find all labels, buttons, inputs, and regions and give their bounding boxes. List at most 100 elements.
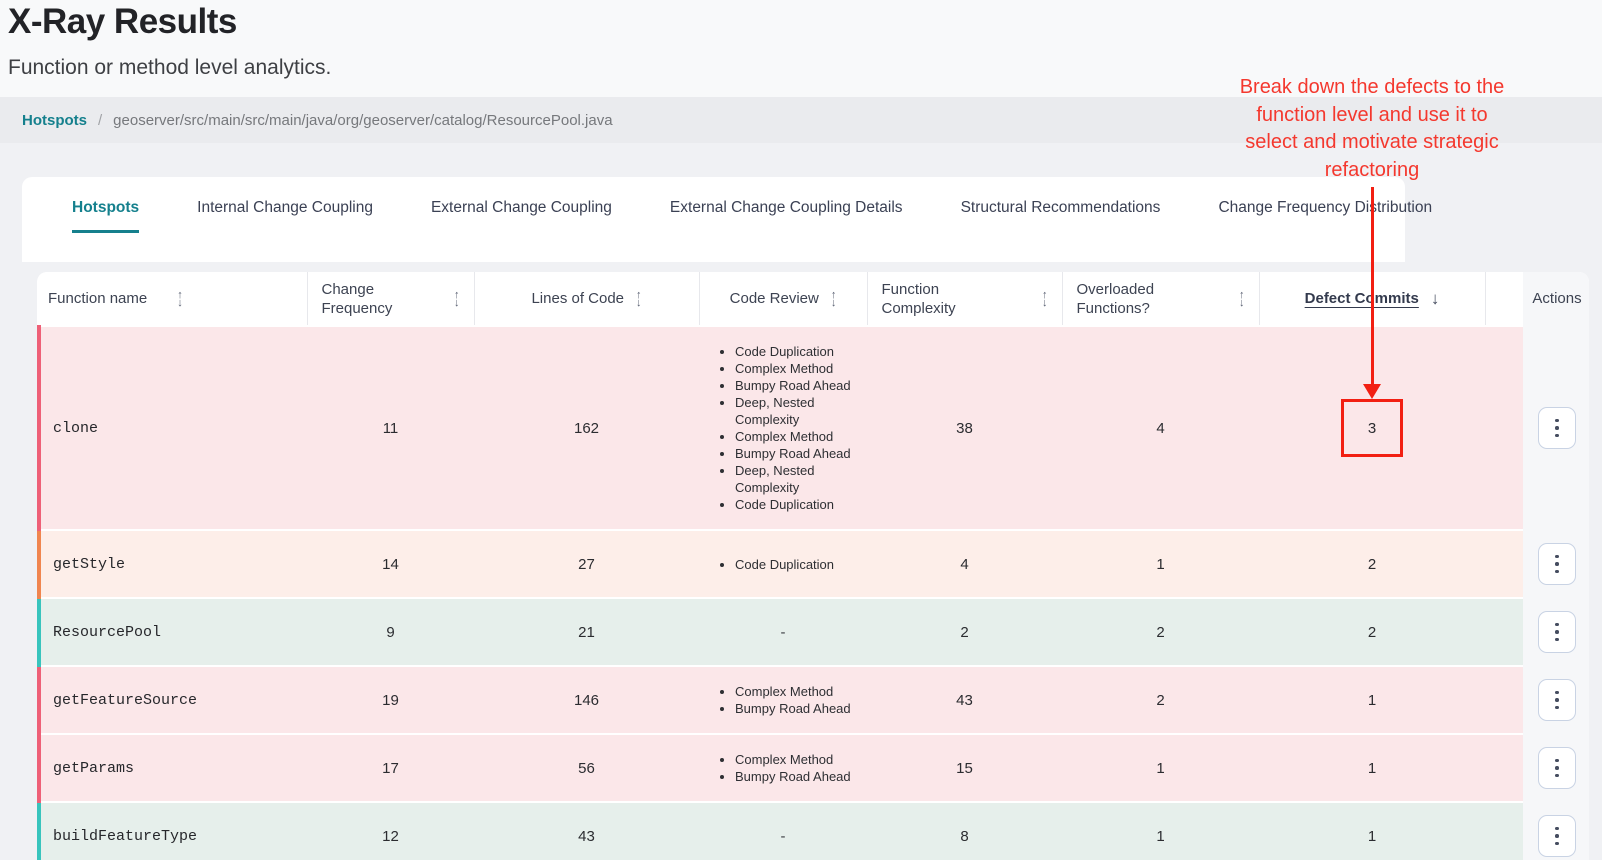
cell-function-name: buildFeatureType — [37, 801, 307, 860]
column-header-label: Actions — [1532, 290, 1582, 307]
sort-icon: ↑ ↓ — [636, 288, 642, 309]
tab-structural-recommendations[interactable]: Structural Recommendations — [960, 199, 1161, 216]
breadcrumb: Hotspots / geoserver/src/main/src/main/j… — [0, 97, 1602, 143]
row-actions-menu-button[interactable] — [1538, 815, 1576, 857]
cell-overloaded-functions: 1 — [1062, 801, 1259, 860]
cell-function-name: getParams — [37, 733, 307, 802]
tab-internal-change-coupling[interactable]: Internal Change Coupling — [197, 199, 373, 216]
cell-change-frequency: 17 — [307, 733, 474, 802]
column-header-lines_of_code[interactable]: Lines of Code ↑ ↓ — [473, 272, 699, 327]
breadcrumb-root-link[interactable]: Hotspots — [22, 111, 87, 129]
cell-function-complexity: 38 — [867, 325, 1062, 530]
cell-lines-of-code: 162 — [474, 325, 699, 530]
cell-defect-commits: 3 — [1259, 325, 1485, 530]
cell-function-name: clone — [37, 325, 307, 530]
code-review-item: Bumpy Road Ahead — [735, 377, 859, 394]
page-title: X-Ray Results — [8, 2, 237, 41]
sort-icon: ↑ ↓ — [1239, 288, 1245, 309]
tab-external-change-coupling[interactable]: External Change Coupling — [430, 199, 612, 216]
sort-icon: ↑ ↓ — [454, 288, 460, 309]
column-header-function_name[interactable]: Function name ↑ ↓ — [39, 272, 307, 327]
empty-value-dash: - — [780, 827, 786, 845]
cell-actions — [1523, 665, 1589, 734]
code-review-item: Complex Method — [735, 683, 859, 700]
table-row: getFeatureSource19146Complex MethodBumpy… — [37, 665, 1589, 734]
annotation-line: refactoring — [1324, 158, 1420, 181]
cell-actions — [1523, 801, 1589, 860]
cell-overloaded-functions: 4 — [1062, 325, 1259, 530]
row-actions-menu-button[interactable] — [1538, 407, 1576, 449]
code-review-item: Complex Method — [735, 751, 859, 768]
cell-lines-of-code: 21 — [474, 597, 699, 666]
cell-code-review: Code Duplication — [699, 529, 867, 598]
tab-change-frequency-distribution[interactable]: Change Frequency Distribution — [1218, 199, 1433, 216]
row-actions-menu-button[interactable] — [1538, 543, 1576, 585]
cell-lines-of-code: 146 — [474, 665, 699, 734]
sort-descending-icon: ↓ — [1430, 288, 1440, 308]
row-actions-menu-button[interactable] — [1538, 747, 1576, 789]
code-review-item: Complex Method — [735, 360, 859, 377]
column-header-change_frequency[interactable]: Change Frequency ↑ ↓ — [306, 272, 474, 327]
code-review-item: Code Duplication — [735, 343, 859, 360]
cell-function-complexity: 4 — [867, 529, 1062, 598]
cell-code-review: Complex MethodBumpy Road Ahead — [699, 665, 867, 734]
cell-change-frequency: 11 — [307, 325, 474, 530]
cell-actions — [1523, 529, 1589, 598]
row-spacer-cell — [1485, 597, 1523, 666]
sort-icon: ↑ ↓ — [830, 288, 837, 309]
code-review-list: Complex MethodBumpy Road Ahead — [707, 683, 859, 717]
column-header-code_review[interactable]: Code Review ↑ ↓ — [698, 272, 867, 327]
code-review-list: Complex MethodBumpy Road Ahead — [707, 751, 859, 785]
table-row: ResourcePool 9 21-2 2 2 — [37, 597, 1589, 666]
code-review-item: Bumpy Road Ahead — [735, 700, 859, 717]
kebab-icon — [1555, 622, 1559, 642]
row-spacer-cell — [1485, 665, 1523, 734]
row-actions-menu-button[interactable] — [1538, 611, 1576, 653]
cell-actions — [1523, 733, 1589, 802]
code-review-item: Bumpy Road Ahead — [735, 445, 859, 462]
column-header-actions: Actions — [1523, 272, 1589, 327]
column-header-label: Function name — [48, 290, 148, 307]
kebab-icon — [1555, 690, 1559, 710]
cell-code-review: - — [699, 801, 867, 860]
column-header-label: Defect Commits — [1304, 290, 1419, 307]
cell-function-complexity: 15 — [867, 733, 1062, 802]
kebab-icon — [1555, 554, 1559, 574]
cell-function-complexity: 8 — [867, 801, 1062, 860]
row-actions-menu-button[interactable] — [1538, 679, 1576, 721]
annotation-line: select and motivate strategic — [1245, 131, 1499, 153]
tab-bar: Hotspots Internal Change Coupling External… — [22, 177, 1432, 233]
annotation-arrow-head — [1363, 384, 1381, 399]
tab-external-change-coupling-details[interactable]: External Change Coupling Details — [669, 199, 903, 216]
header-spacer — [1484, 272, 1523, 327]
kebab-icon — [1555, 826, 1559, 846]
cell-change-frequency: 19 — [307, 665, 474, 734]
results-table: Function name ↑ ↓ Change Frequency ↑ ↓ Lines o… — [37, 272, 1589, 860]
breadcrumb-separator: / — [98, 111, 103, 129]
cell-lines-of-code: 56 — [474, 733, 699, 802]
tab-card: Hotspots Internal Change Coupling External… — [22, 177, 1432, 262]
row-spacer-cell — [1485, 325, 1523, 530]
code-review-item: Code Duplication — [735, 556, 859, 573]
breadcrumb-path: geoserver/src/main/src/main/java/org/geo… — [113, 111, 613, 129]
cell-lines-of-code: 43 — [474, 801, 699, 860]
cell-defect-commits: 1 — [1259, 733, 1485, 802]
table-row: getParams1756Complex MethodBumpy Road Ah… — [37, 733, 1589, 802]
annotation-note: Break down the defects to the function le… — [1202, 74, 1542, 184]
cell-overloaded-functions: 2 — [1062, 597, 1259, 666]
column-header-overloaded_functions[interactable]: Overloaded Functions? ↑ ↓ — [1061, 272, 1259, 327]
table-row: buildFeatureType 12 43-8 1 1 — [37, 801, 1589, 860]
column-header-label: Lines of Code — [531, 290, 625, 307]
cell-overloaded-functions: 1 — [1062, 529, 1259, 598]
sort-icon: ↑ ↓ — [1042, 288, 1048, 309]
cell-overloaded-functions: 2 — [1062, 665, 1259, 734]
page-header: X-Ray Results Function or method level a… — [0, 0, 1602, 97]
page-subtitle: Function or method level analytics. — [8, 56, 332, 79]
cell-defect-commits: 1 — [1259, 801, 1485, 860]
code-review-list: Code Duplication — [707, 556, 859, 573]
cell-actions — [1523, 325, 1589, 530]
cell-defect-commits: 2 — [1259, 529, 1485, 598]
column-header-function_complexity[interactable]: Function Complexity ↑ ↓ — [866, 272, 1062, 327]
tab-hotspots[interactable]: Hotspots — [72, 199, 140, 233]
